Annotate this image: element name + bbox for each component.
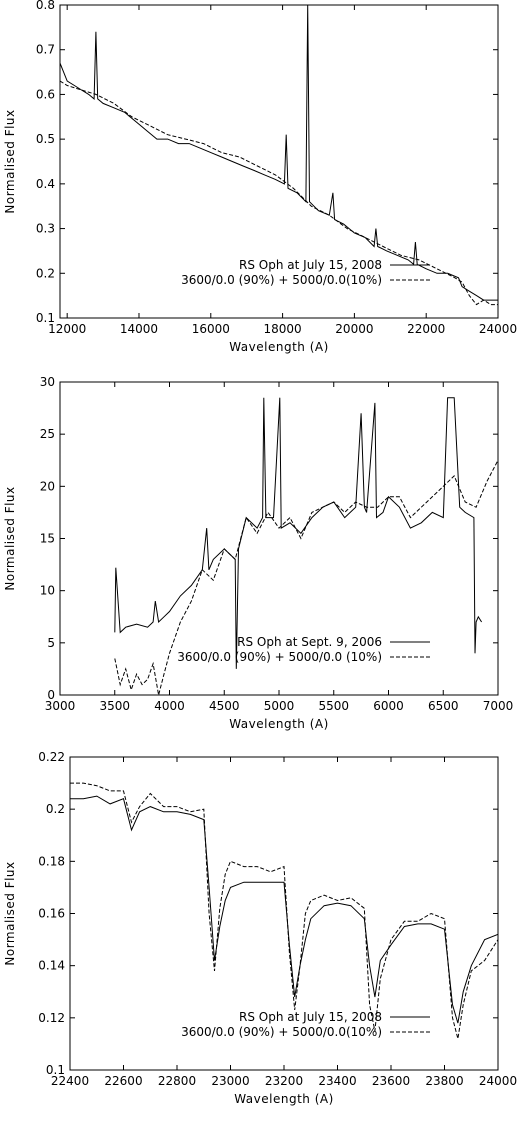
x-tick-label: 5000 [264,699,295,713]
x-tick-label: 24000 [479,1074,517,1088]
x-axis-label: Wavelength (A) [229,340,329,354]
y-tick-label: 0.8 [36,0,55,12]
legend-label: 3600/0.0 (90%) + 5000/0.0(10%) [181,273,382,287]
legend-label: 3600/0.0 (90%) + 5000/0.0 (10%) [177,650,382,664]
x-tick-label: 23000 [211,1074,249,1088]
x-tick-label: 23800 [425,1074,463,1088]
y-tick-label: 25 [40,427,55,441]
x-tick-label: 14000 [120,322,158,336]
legend-label: RS Oph at July 15, 2008 [239,258,382,272]
x-tick-label: 23400 [318,1074,356,1088]
y-tick-label: 0.7 [36,43,55,57]
y-tick-label: 0.6 [36,87,55,101]
x-tick-label: 16000 [192,322,230,336]
y-tick-label: 0.2 [36,266,55,280]
y-tick-label: 5 [47,636,55,650]
x-tick-label: 22800 [158,1074,196,1088]
x-tick-label: 6500 [428,699,459,713]
y-axis-label: Normalised Flux [3,861,17,965]
y-axis-label: Normalised Flux [3,109,17,213]
y-tick-label: 0.16 [38,907,65,921]
x-tick-label: 18000 [263,322,301,336]
x-tick-label: 22400 [51,1074,89,1088]
y-axis-label: Normalised Flux [3,486,17,590]
y-tick-label: 0.22 [38,750,65,764]
x-tick-label: 23600 [372,1074,410,1088]
y-tick-label: 0 [47,688,55,702]
y-tick-label: 0.2 [46,802,65,816]
x-tick-label: 24000 [479,322,517,336]
series-line-model [70,782,498,1039]
y-tick-label: 20 [40,479,55,493]
x-axis-label: Wavelength (A) [229,717,329,731]
y-tick-label: 0.18 [38,854,65,868]
series-line-observed [114,397,483,669]
y-tick-label: 10 [40,584,55,598]
y-tick-label: 30 [40,375,55,389]
y-tick-label: 0.1 [46,1063,65,1077]
x-tick-label: 3000 [45,699,76,713]
legend-label: RS Oph at Sept. 9, 2006 [237,635,382,649]
x-tick-label: 12000 [48,322,86,336]
legend-label: RS Oph at July 15, 2008 [239,1010,382,1024]
y-tick-label: 0.4 [36,177,55,191]
x-tick-label: 4500 [209,699,240,713]
y-tick-label: 0.12 [38,1011,65,1025]
y-tick-label: 0.3 [36,222,55,236]
y-tick-label: 0.1 [36,311,55,325]
x-tick-label: 4000 [154,699,185,713]
x-tick-label: 7000 [483,699,514,713]
chart-top-july-2008: 12000 14000 16000 18000 20000 22000 24000 0.1 0.… [3,0,517,354]
x-tick-label: 22600 [104,1074,142,1088]
series-line-model [114,460,498,695]
series-line-model [60,80,498,306]
chart-bottom-july-2008-zoom: 22400 22600 22800 23000 23200 23400 23600 23800… [3,750,517,1106]
x-tick-label: 6000 [373,699,404,713]
y-tick-label: 15 [40,532,55,546]
plot-frame [59,4,499,319]
chart-middle-sept-2006: 3000 3500 4000 4500 5000 5500 6000 6500 7000 0 5 10… [3,375,514,731]
x-tick-label: 20000 [335,322,373,336]
series-line-observed [60,5,498,301]
series-line-observed [70,795,498,1024]
x-tick-label: 3500 [99,699,130,713]
y-tick-label: 0.14 [38,959,65,973]
y-tick-label: 0.5 [36,132,55,146]
x-axis-label: Wavelength (A) [234,1092,334,1106]
legend-label: 3600/0.0 (90%) + 5000/0.0(10%) [181,1025,382,1039]
x-tick-label: 5500 [318,699,349,713]
x-tick-label: 23200 [265,1074,303,1088]
x-tick-label: 22000 [407,322,445,336]
